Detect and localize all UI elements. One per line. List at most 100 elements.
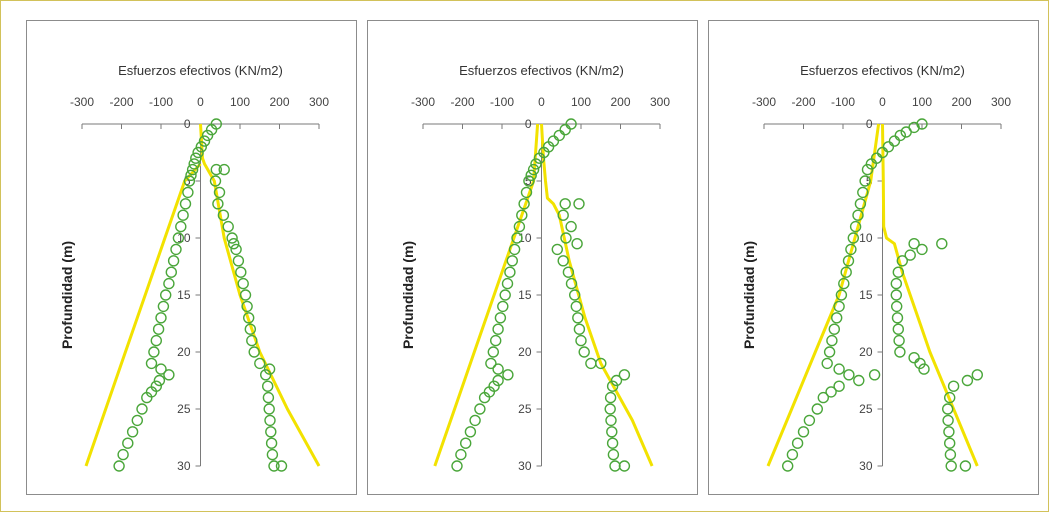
- data-point: [618, 460, 631, 472]
- y-tick-label: 10: [859, 231, 873, 245]
- data-point: [840, 266, 852, 278]
- data-point: [268, 460, 280, 472]
- y-tick-label: 30: [518, 459, 532, 473]
- y-tick-label: 25: [859, 402, 873, 416]
- yellow-line-1: [881, 123, 979, 467]
- x-tick-label: 200: [951, 95, 971, 109]
- chart-svg-3: Esfuerzos efectivos (KN/m2) -300 -200 -100 0…: [741, 63, 1011, 473]
- x-tick-label: 100: [571, 95, 591, 109]
- x-tick-label: -200: [450, 95, 474, 109]
- data-point: [942, 414, 954, 427]
- data-point: [943, 437, 956, 449]
- data-point: [201, 129, 214, 142]
- data-point: [262, 391, 275, 404]
- data-point: [945, 460, 957, 472]
- data-point: [170, 243, 182, 256]
- data-point: [904, 249, 916, 261]
- data-point: [474, 403, 486, 415]
- data-point: [559, 123, 571, 136]
- data-point: [618, 369, 631, 381]
- data-point: [842, 255, 855, 267]
- x-tick-label: -100: [490, 95, 514, 109]
- data-point: [264, 414, 276, 427]
- data-point: [117, 448, 129, 461]
- data-point: [891, 312, 904, 324]
- data-point: [833, 300, 845, 313]
- y-tick-label: 5: [184, 174, 191, 188]
- data-point: [195, 141, 208, 153]
- data-point: [961, 374, 974, 387]
- data-point: [900, 126, 912, 138]
- data-point: [150, 334, 163, 347]
- data-point: [230, 243, 242, 256]
- data-point: [159, 289, 172, 301]
- data-point: [489, 334, 502, 347]
- data-point: [122, 437, 134, 449]
- data-point: [944, 448, 957, 461]
- data-point: [606, 437, 619, 449]
- chart-title: Esfuerzos efectivos (KN/m2): [800, 63, 965, 78]
- data-point: [501, 277, 514, 290]
- x-tick-label: 200: [269, 95, 289, 109]
- data-point: [830, 312, 843, 324]
- data-point: [451, 460, 463, 472]
- data-point: [261, 380, 274, 392]
- y-tick-label: 30: [859, 459, 873, 473]
- data-point: [553, 129, 566, 142]
- data-point: [941, 403, 954, 415]
- data-point: [485, 357, 497, 370]
- data-point: [578, 346, 590, 358]
- data-point: [797, 426, 810, 438]
- data-point: [141, 391, 153, 404]
- data-point: [882, 141, 895, 153]
- data-point: [235, 266, 247, 278]
- chart-title: Esfuerzos efectivos (KN/m2): [118, 63, 283, 78]
- data-point: [803, 414, 816, 427]
- y-tick-label: 5: [525, 174, 532, 188]
- data-point: [817, 391, 830, 404]
- y-axis-label: Profundidad (m): [741, 241, 757, 349]
- x-tick-label: 200: [610, 95, 630, 109]
- data-point: [464, 426, 477, 438]
- data-point: [190, 152, 202, 164]
- data-point: [511, 232, 523, 244]
- data-point: [237, 277, 249, 290]
- data-point: [523, 175, 535, 187]
- data-point: [131, 414, 144, 427]
- data-point: [469, 414, 481, 427]
- data-point: [606, 380, 619, 392]
- x-tick-label: 300: [650, 95, 670, 109]
- y-tick-label: 0: [525, 117, 532, 131]
- data-point: [845, 243, 857, 256]
- data-point: [126, 426, 139, 438]
- data-point: [499, 289, 511, 301]
- x-tick-label: 0: [197, 95, 204, 109]
- data-point: [494, 312, 507, 324]
- data-point: [571, 237, 583, 250]
- data-point: [888, 135, 901, 147]
- data-point: [175, 220, 187, 233]
- data-point: [506, 255, 519, 267]
- data-point: [943, 426, 955, 438]
- data-point: [218, 163, 230, 176]
- data-point: [607, 448, 620, 461]
- data-point: [155, 312, 167, 324]
- data-point: [781, 460, 794, 472]
- data-point: [179, 198, 192, 210]
- x-tick-label: -300: [70, 95, 94, 109]
- data-point: [835, 289, 848, 301]
- data-point: [244, 323, 257, 335]
- data-point: [936, 237, 948, 250]
- data-point: [557, 209, 569, 221]
- data-point: [557, 255, 569, 267]
- data-point: [551, 243, 564, 256]
- data-point: [605, 414, 617, 427]
- data-point: [825, 386, 837, 398]
- x-tick-label: -300: [411, 95, 435, 109]
- data-point: [849, 220, 862, 233]
- x-tick-label: -100: [831, 95, 855, 109]
- data-point: [163, 277, 175, 290]
- data-point: [918, 363, 930, 375]
- data-point: [455, 448, 467, 461]
- data-point: [559, 198, 571, 210]
